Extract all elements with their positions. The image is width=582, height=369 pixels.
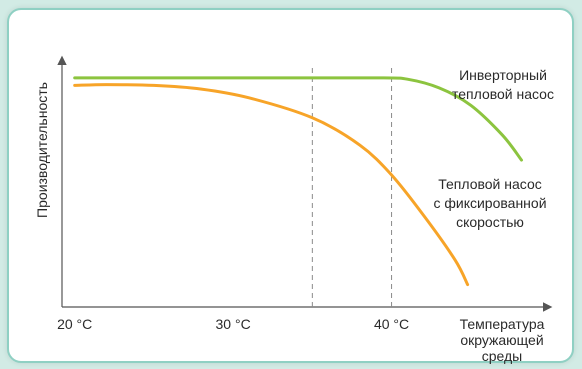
series-label-0-line-1: тепловой насос bbox=[452, 86, 554, 102]
series-label-0-line-0: Инверторный bbox=[459, 67, 547, 83]
x-tick-label-2: 40 °C bbox=[374, 316, 409, 332]
x-tick-label-0: 20 °C bbox=[57, 316, 92, 332]
x-axis-title-line-1: окружающей bbox=[460, 332, 543, 348]
x-axis-title-line-2: среды bbox=[482, 348, 523, 364]
series-label-1-line-1: с фиксированной bbox=[433, 195, 546, 211]
series-line-1 bbox=[73, 83, 470, 287]
series-line-0 bbox=[73, 76, 523, 162]
series-label-1-line-0: Тепловой насос bbox=[438, 176, 541, 192]
series-label-1-line-2: скоростью bbox=[456, 214, 524, 230]
x-axis-title-line-0: Температура bbox=[460, 316, 545, 332]
y-axis-title: Производительность bbox=[34, 82, 50, 218]
x-tick-label-1: 30 °C bbox=[216, 316, 251, 332]
chart-card bbox=[7, 8, 574, 363]
